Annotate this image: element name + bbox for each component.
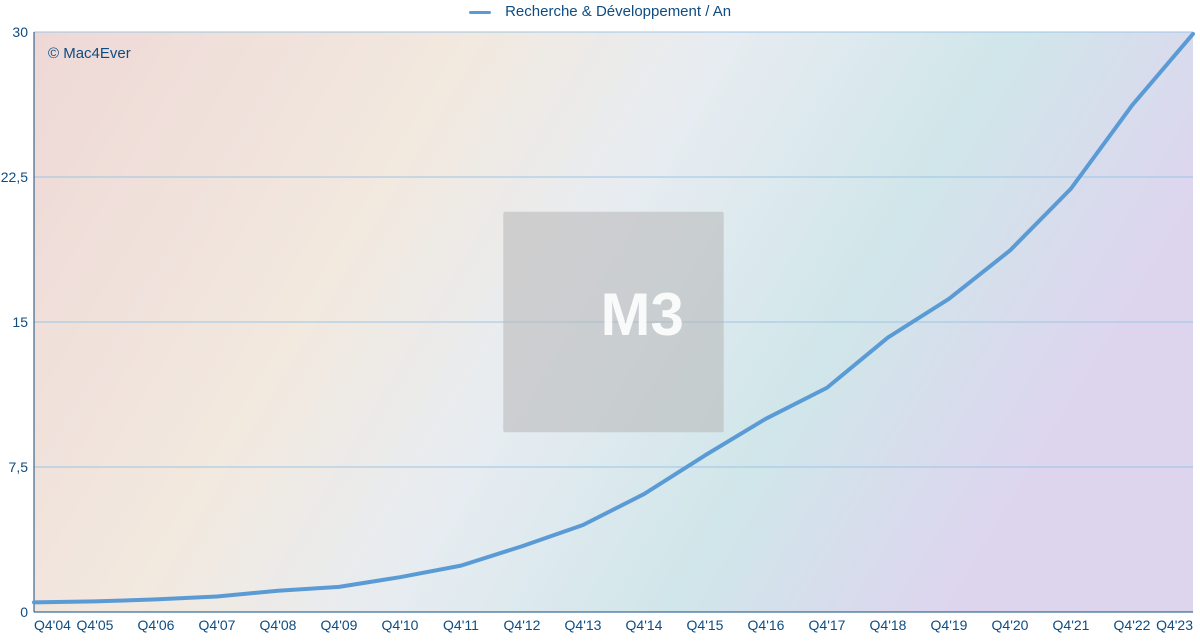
svg-text:Q4'09: Q4'09 [321,617,358,633]
svg-text:Q4'10: Q4'10 [382,617,419,633]
svg-text:Q4'13: Q4'13 [565,617,602,633]
svg-text:22,5: 22,5 [1,169,28,185]
svg-text:Q4'15: Q4'15 [687,617,724,633]
svg-text:Q4'20: Q4'20 [992,617,1029,633]
svg-text:M3: M3 [600,281,683,348]
svg-text:© Mac4Ever: © Mac4Ever [48,45,131,62]
svg-text:0: 0 [20,604,28,620]
svg-text:Q4'11: Q4'11 [443,617,479,633]
svg-text:Q4'05: Q4'05 [77,617,114,633]
svg-text:Q4'12: Q4'12 [504,617,541,633]
svg-text:Q4'22: Q4'22 [1114,617,1151,633]
svg-text:Q4'16: Q4'16 [748,617,785,633]
svg-text:Q4'21: Q4'21 [1053,617,1090,633]
svg-text:30: 30 [12,24,28,40]
chart-page: Recherche & Développement / An 07,51522,… [0,0,1200,643]
chart-plot: 0 7,5 15 22,5 30 M3 Q4'04 Q4'05 Q4'06 Q4'07 Q4'08 Q… [0,0,1200,643]
svg-text:Q4'17: Q4'17 [809,617,846,633]
svg-text:Q4'19: Q4'19 [931,617,968,633]
svg-text:15: 15 [12,314,28,330]
svg-text:7,5: 7,5 [9,459,29,475]
svg-text:Q4'14: Q4'14 [626,617,663,633]
svg-text:Q4'04: Q4'04 [34,617,71,633]
svg-text:Q4'08: Q4'08 [260,617,297,633]
svg-text:Q4'07: Q4'07 [199,617,236,633]
svg-text:Q4'18: Q4'18 [870,617,907,633]
svg-text:Q4'23: Q4'23 [1156,617,1193,633]
svg-text:Q4'06: Q4'06 [138,617,175,633]
